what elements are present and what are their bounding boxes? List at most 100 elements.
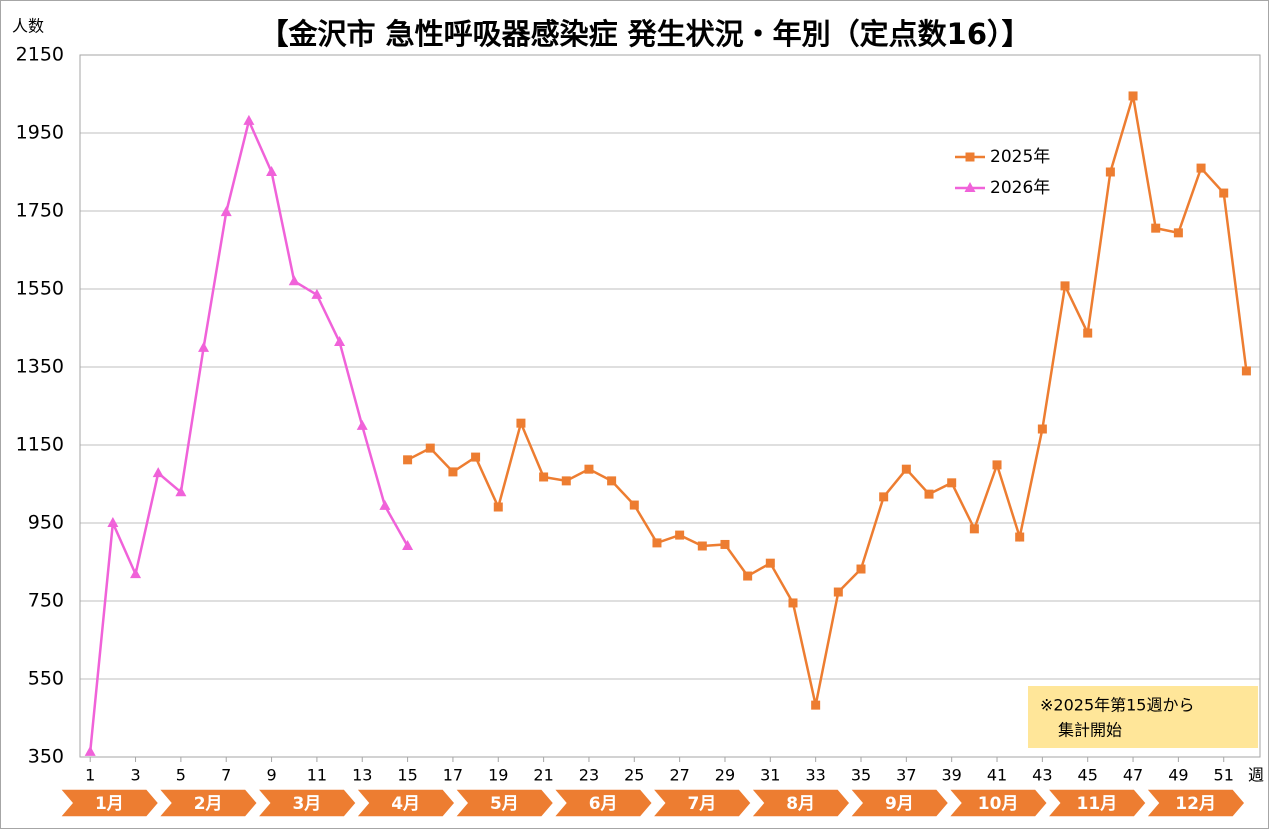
data-point xyxy=(334,336,346,347)
chart-title: 【金沢市 急性呼吸器感染症 発生状況・年別（定点数16）】 xyxy=(259,17,1030,51)
x-tick-label: 1 xyxy=(85,766,95,785)
y-tick-label: 1750 xyxy=(16,200,64,222)
data-point xyxy=(720,539,730,549)
month-label: 9月 xyxy=(885,794,914,814)
data-point xyxy=(1105,167,1115,177)
y-tick-label: 550 xyxy=(28,668,64,690)
data-point xyxy=(198,341,210,352)
x-tick-label: 25 xyxy=(624,766,644,785)
x-tick-label: 35 xyxy=(851,766,871,785)
x-tick-label: 47 xyxy=(1123,766,1143,785)
x-tick-label: 45 xyxy=(1078,766,1098,785)
data-point xyxy=(901,464,911,474)
month-label: 10月 xyxy=(978,794,1019,814)
x-tick-label: 29 xyxy=(715,766,735,785)
x-tick-label: 41 xyxy=(987,766,1007,785)
x-tick-label: 39 xyxy=(942,766,962,785)
plot-area xyxy=(79,54,1261,758)
data-point xyxy=(992,460,1002,470)
month-label: 1月 xyxy=(95,794,124,814)
data-point xyxy=(1241,366,1251,376)
data-point xyxy=(969,524,979,534)
data-point xyxy=(879,492,889,502)
data-point xyxy=(539,472,549,482)
y-tick-label: 950 xyxy=(28,512,64,534)
data-point xyxy=(356,419,368,430)
month-chevron xyxy=(157,788,259,818)
data-point xyxy=(1173,228,1183,238)
data-point xyxy=(833,587,843,597)
data-point xyxy=(493,502,503,512)
data-point xyxy=(1128,91,1138,101)
month-chevron xyxy=(947,788,1049,818)
x-tick-label: 9 xyxy=(266,766,276,785)
data-point xyxy=(697,541,707,551)
note-box xyxy=(1028,686,1258,748)
x-tick-label: 51 xyxy=(1214,766,1234,785)
month-label: 8月 xyxy=(786,794,815,814)
data-point xyxy=(1196,163,1206,173)
month-chevron xyxy=(1045,788,1148,818)
month-label: 6月 xyxy=(589,794,618,814)
x-tick-label: 37 xyxy=(896,766,916,785)
data-point xyxy=(266,166,278,176)
y-tick-label: 1150 xyxy=(16,434,64,456)
x-axis-label: 週 xyxy=(1248,766,1264,785)
x-tick-label: 7 xyxy=(221,766,231,785)
legend-marker xyxy=(964,182,976,192)
legend-label: 2025年 xyxy=(990,147,1050,167)
data-point xyxy=(288,275,300,286)
data-point xyxy=(1015,532,1025,542)
month-chevron xyxy=(255,788,358,818)
y-tick-label: 2150 xyxy=(16,44,64,66)
y-tick-label: 350 xyxy=(28,746,64,768)
month-chevron xyxy=(58,788,160,818)
x-tick-label: 23 xyxy=(579,766,599,785)
data-point xyxy=(924,489,934,499)
data-point xyxy=(471,452,481,462)
month-label: 11月 xyxy=(1077,794,1118,814)
data-point xyxy=(584,464,594,474)
data-point xyxy=(403,455,413,465)
legend-label: 2026年 xyxy=(990,178,1050,198)
data-point xyxy=(1060,281,1070,291)
data-point xyxy=(607,476,617,486)
x-tick-label: 13 xyxy=(352,766,372,785)
data-point xyxy=(629,500,639,510)
data-point xyxy=(402,540,414,551)
data-point xyxy=(811,700,821,710)
x-tick-label: 31 xyxy=(760,766,780,785)
y-tick-label: 1950 xyxy=(16,122,64,144)
x-tick-label: 11 xyxy=(307,766,327,785)
month-label: 2月 xyxy=(194,794,223,814)
data-point xyxy=(107,517,119,527)
x-tick-label: 19 xyxy=(488,766,508,785)
x-tick-label: 43 xyxy=(1032,766,1052,785)
month-label: 7月 xyxy=(687,794,716,814)
data-point xyxy=(448,467,458,477)
x-tick-label: 5 xyxy=(176,766,186,785)
legend-marker xyxy=(965,152,975,162)
data-point xyxy=(856,564,866,574)
x-tick-label: 27 xyxy=(669,766,689,785)
data-point xyxy=(765,558,775,568)
month-chevron xyxy=(749,788,851,818)
month-label: 5月 xyxy=(490,794,519,814)
data-point xyxy=(947,478,957,488)
data-point xyxy=(130,568,142,579)
month-label: 3月 xyxy=(292,794,321,814)
data-point xyxy=(1083,328,1093,338)
y-tick-label: 750 xyxy=(28,590,64,612)
month-chevron xyxy=(552,788,654,818)
data-point xyxy=(743,571,753,581)
x-tick-label: 3 xyxy=(130,766,140,785)
month-chevron xyxy=(1144,788,1246,818)
month-label: 4月 xyxy=(391,794,420,814)
x-tick-label: 49 xyxy=(1168,766,1188,785)
data-point xyxy=(84,745,96,756)
x-tick-label: 17 xyxy=(443,766,463,785)
x-tick-label: 15 xyxy=(397,766,417,785)
data-point xyxy=(1151,223,1161,233)
